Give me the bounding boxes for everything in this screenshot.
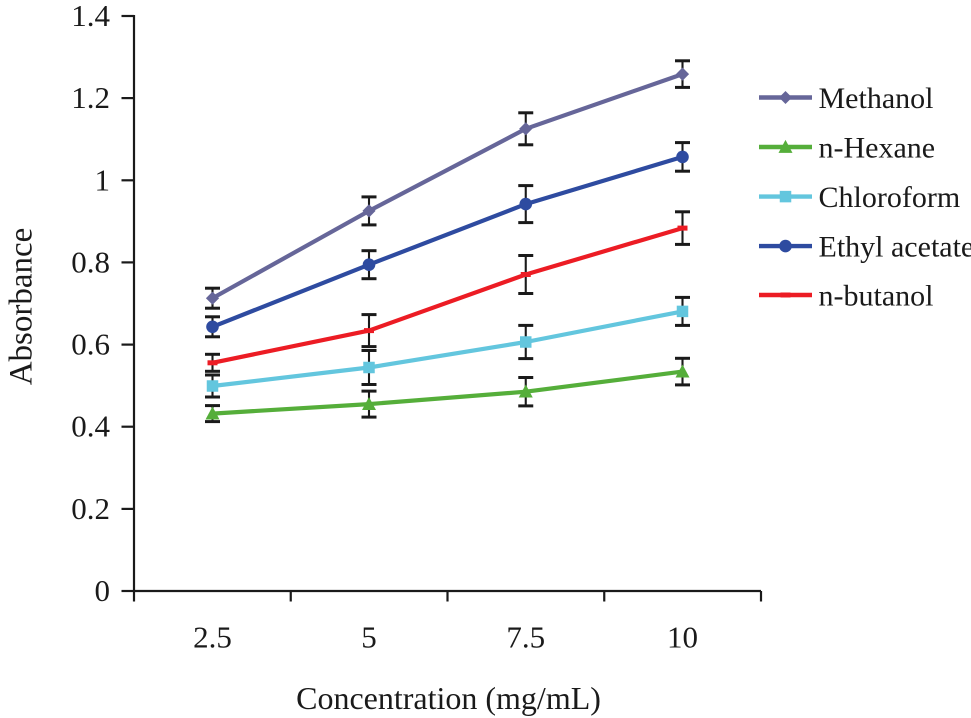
svg-text:0: 0	[95, 573, 111, 608]
svg-text:Chloroform: Chloroform	[819, 181, 961, 214]
svg-text:Absorbance: Absorbance	[4, 228, 40, 386]
svg-text:n-butanol: n-butanol	[819, 279, 934, 312]
svg-text:0.8: 0.8	[71, 244, 110, 279]
svg-text:Ethyl acetate: Ethyl acetate	[819, 231, 971, 264]
svg-text:1.2: 1.2	[71, 80, 110, 115]
svg-text:1.4: 1.4	[71, 0, 110, 33]
svg-text:Methanol: Methanol	[819, 82, 934, 115]
svg-text:1: 1	[95, 162, 111, 197]
svg-text:7.5: 7.5	[506, 619, 545, 654]
svg-text:Concentration (mg/mL): Concentration (mg/mL)	[296, 680, 601, 716]
svg-text:n-Hexane: n-Hexane	[819, 131, 936, 164]
svg-text:0.2: 0.2	[71, 491, 110, 526]
svg-text:10: 10	[667, 619, 698, 654]
svg-text:2.5: 2.5	[193, 619, 232, 654]
svg-text:0.6: 0.6	[71, 327, 110, 362]
svg-text:5: 5	[361, 619, 377, 654]
svg-text:0.4: 0.4	[71, 409, 110, 444]
